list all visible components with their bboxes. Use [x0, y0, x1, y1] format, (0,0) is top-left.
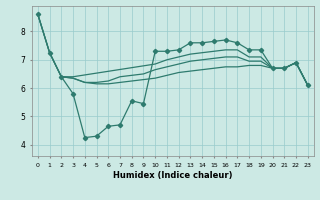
X-axis label: Humidex (Indice chaleur): Humidex (Indice chaleur) [113, 171, 233, 180]
